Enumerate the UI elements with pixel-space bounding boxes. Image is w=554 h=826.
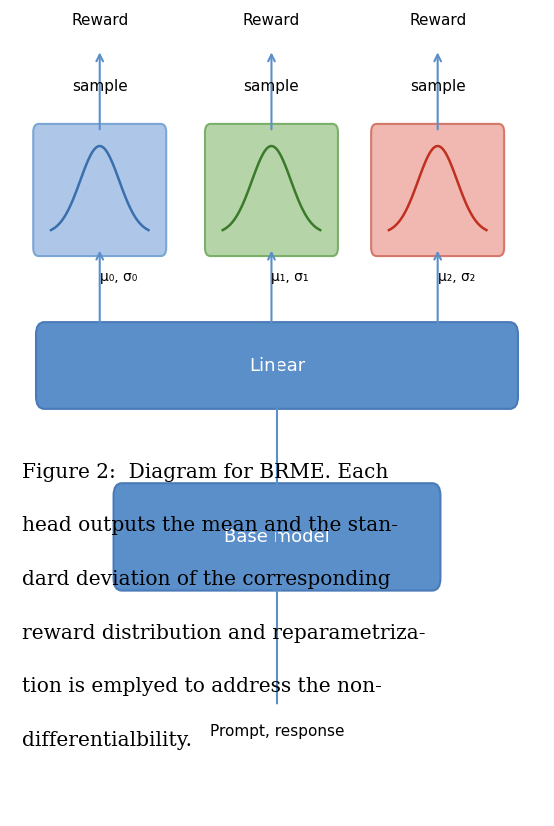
- Text: Reward: Reward: [71, 13, 129, 28]
- Text: Reward: Reward: [409, 13, 466, 28]
- Text: sample: sample: [72, 79, 127, 94]
- Text: sample: sample: [244, 79, 299, 94]
- FancyBboxPatch shape: [33, 124, 166, 256]
- Text: μ₀, σ₀: μ₀, σ₀: [100, 270, 137, 283]
- Text: reward distribution and reparametriza-: reward distribution and reparametriza-: [22, 624, 425, 643]
- Text: Base model: Base model: [224, 528, 330, 546]
- Text: μ₂, σ₂: μ₂, σ₂: [438, 270, 475, 283]
- Text: head outputs the mean and the stan-: head outputs the mean and the stan-: [22, 516, 398, 535]
- Text: μ₁, σ₁: μ₁, σ₁: [271, 270, 309, 283]
- Text: tion is emplyed to address the non-: tion is emplyed to address the non-: [22, 677, 382, 696]
- Text: dard deviation of the corresponding: dard deviation of the corresponding: [22, 570, 391, 589]
- Text: differentialbility.: differentialbility.: [22, 731, 192, 750]
- Text: Reward: Reward: [243, 13, 300, 28]
- Text: Figure 2:  Diagram for BRME. Each: Figure 2: Diagram for BRME. Each: [22, 463, 388, 482]
- Text: sample: sample: [410, 79, 465, 94]
- FancyBboxPatch shape: [371, 124, 504, 256]
- Text: Prompt, response: Prompt, response: [210, 724, 344, 738]
- FancyBboxPatch shape: [114, 483, 440, 591]
- Text: Linear: Linear: [249, 357, 305, 374]
- FancyBboxPatch shape: [205, 124, 338, 256]
- FancyBboxPatch shape: [36, 322, 518, 409]
